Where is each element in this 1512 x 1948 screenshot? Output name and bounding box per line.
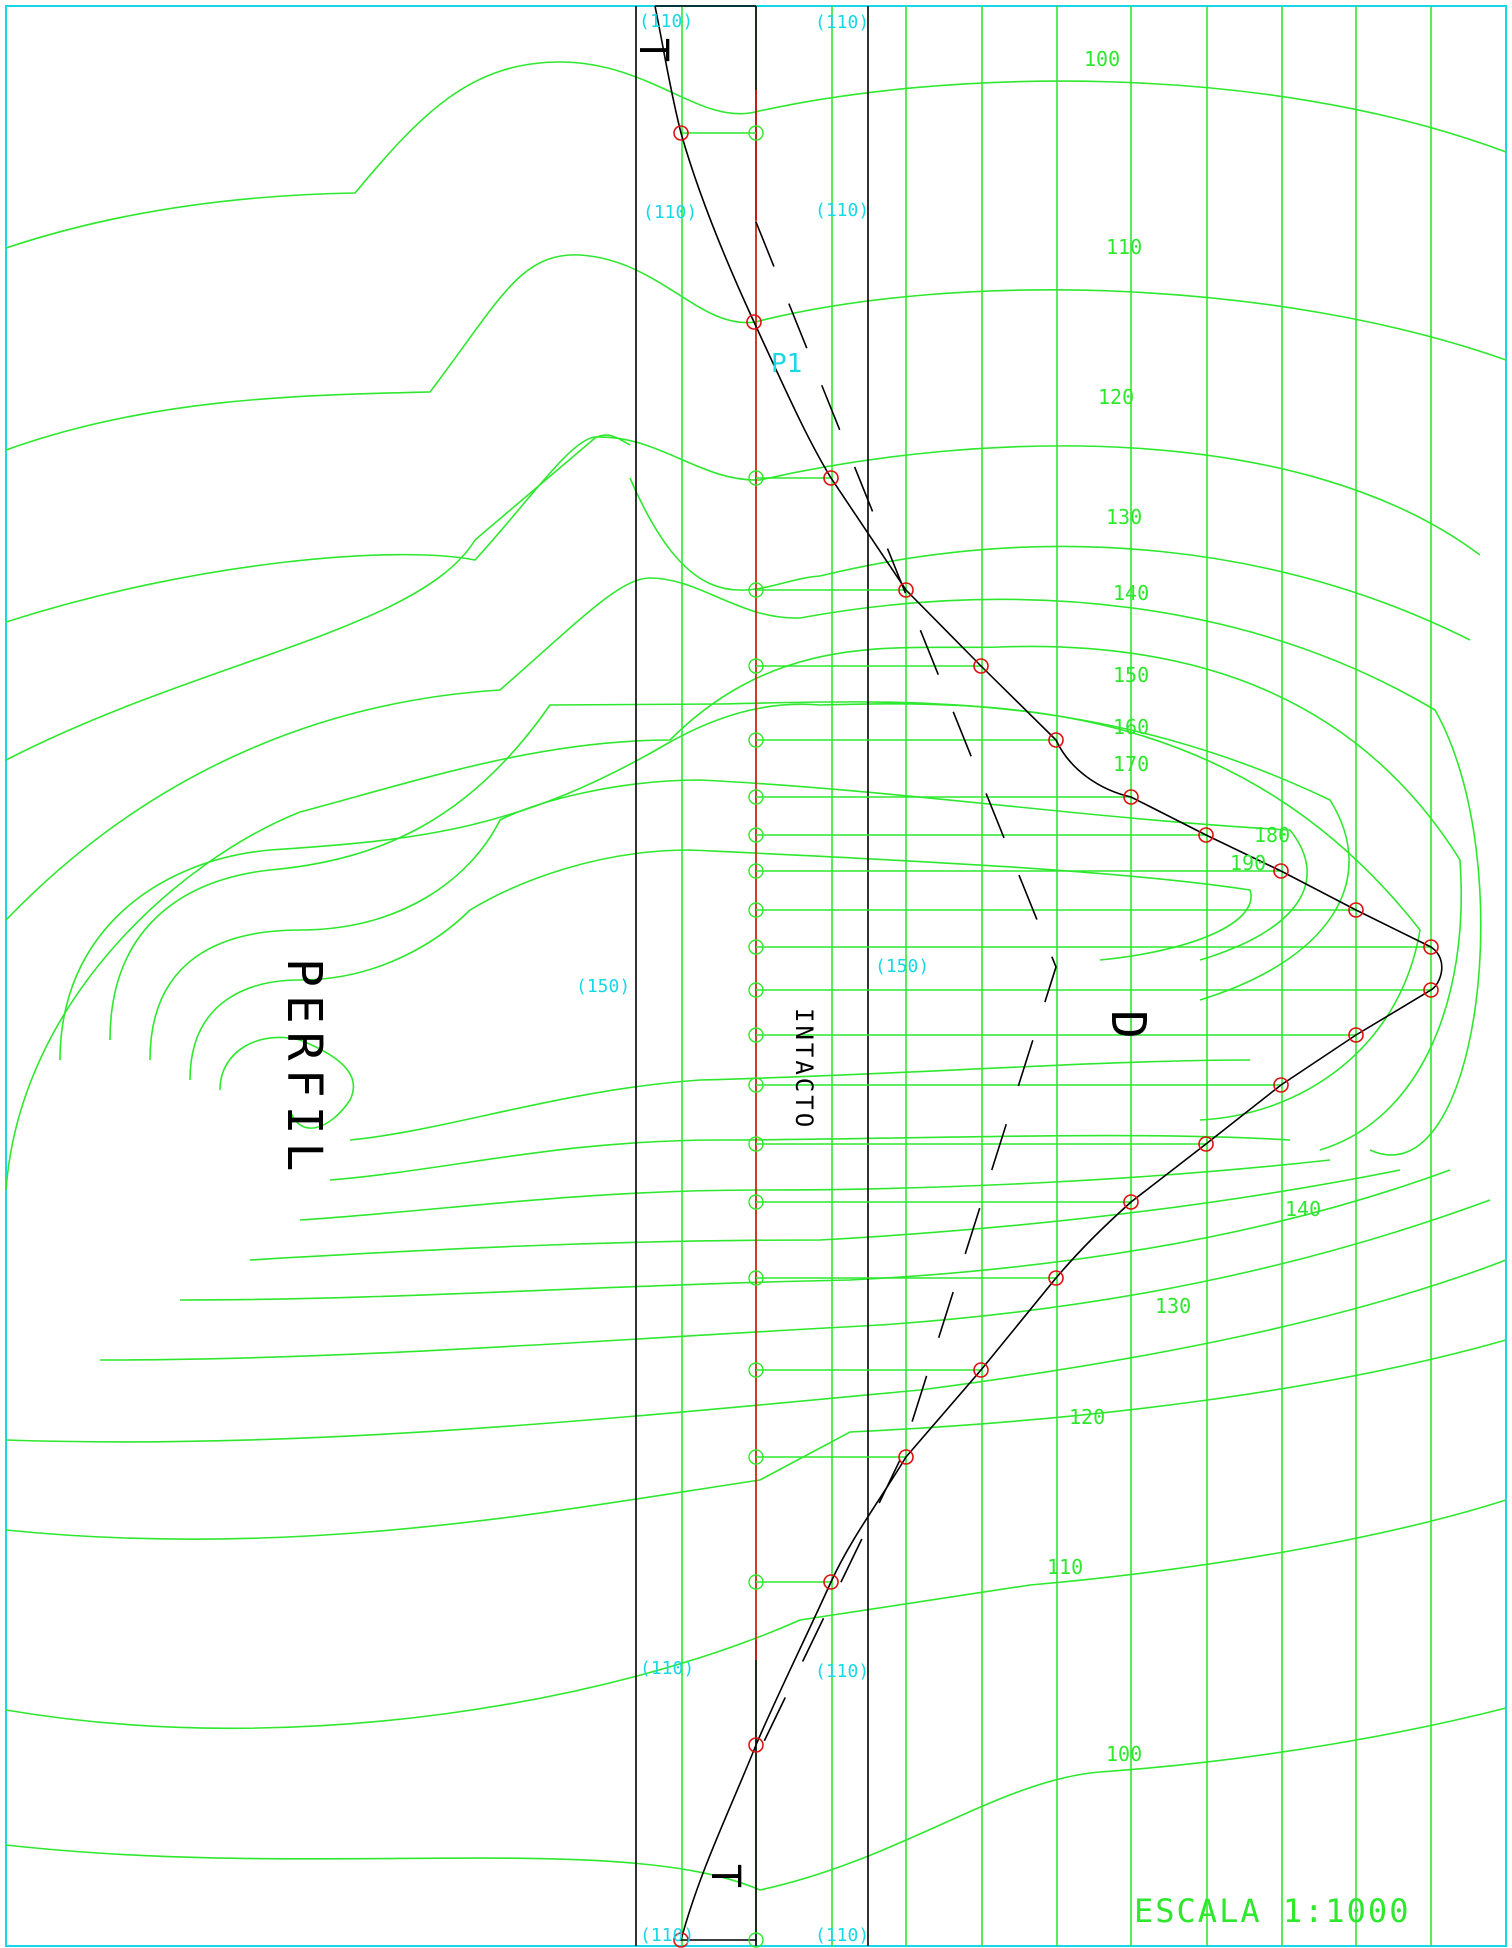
cyan-label-110-e: (110) bbox=[640, 1658, 694, 1679]
contour-label-110-bottom: 110 bbox=[1047, 1555, 1083, 1579]
cyan-label-110-a: (110) bbox=[639, 11, 693, 32]
contour-110-top bbox=[5, 254, 1507, 451]
contour-label-160-top: 160 bbox=[1113, 715, 1149, 739]
survey-points bbox=[673, 125, 1439, 1948]
contour-190 bbox=[189, 849, 1252, 1081]
cyan-label-110-h: (110) bbox=[815, 1925, 869, 1946]
contour-label-170-top: 170 bbox=[1113, 752, 1149, 776]
cyan-label-110-d: (110) bbox=[815, 200, 869, 221]
contour-label-130-bottom: 130 bbox=[1155, 1294, 1191, 1318]
cyan-label-p1: P1 bbox=[771, 349, 802, 379]
contour-160 bbox=[59, 703, 1421, 1121]
contour-130-top bbox=[5, 434, 631, 761]
contour-label-150-top: 150 bbox=[1113, 663, 1149, 687]
d-label: D bbox=[1100, 1010, 1156, 1039]
contour-110-lower bbox=[5, 1499, 1507, 1730]
contour-label-130-top: 130 bbox=[1106, 505, 1142, 529]
contour-190-lower bbox=[349, 1059, 1251, 1141]
contour-180-lower bbox=[329, 1134, 1291, 1181]
contour-lines bbox=[5, 61, 1507, 1891]
contour-label-190: 190 bbox=[1230, 851, 1266, 875]
contour-labels: 100 110 120 130 140 150 160 170 180 190 … bbox=[1047, 47, 1321, 1766]
contour-label-120-top: 120 bbox=[1098, 385, 1134, 409]
contour-label-120-bottom: 120 bbox=[1069, 1405, 1105, 1429]
contour-140-lower bbox=[99, 1199, 1491, 1361]
contour-label-110-top: 110 bbox=[1106, 235, 1142, 259]
contour-120-top bbox=[5, 436, 1481, 623]
contour-130-top-b bbox=[629, 477, 1471, 641]
contour-140 bbox=[5, 577, 1482, 1156]
contour-100-lower bbox=[5, 1707, 1507, 1891]
cyan-label-150-a: (150) bbox=[576, 976, 630, 997]
annotation-labels: (110) (110) (110) (110) P1 (150) (150) (… bbox=[576, 11, 929, 1946]
contour-170 bbox=[109, 701, 1350, 1041]
perfil-label: PERFIL bbox=[276, 958, 332, 1179]
contour-label-140-bottom: 140 bbox=[1285, 1197, 1321, 1221]
drawing-labels: PERFIL INTACTO D T T bbox=[276, 38, 1156, 1888]
station-grid bbox=[681, 6, 1432, 1946]
contour-150-lower bbox=[179, 1169, 1451, 1301]
dashed-reference-line bbox=[755, 221, 1057, 1759]
contour-100-top bbox=[5, 61, 1507, 249]
contour-170-lower bbox=[299, 1159, 1331, 1221]
contour-label-100-top: 100 bbox=[1084, 47, 1120, 71]
profile-strip bbox=[635, 5, 869, 1946]
cyan-label-150-b: (150) bbox=[875, 956, 929, 977]
contour-label-140-top: 140 bbox=[1113, 581, 1149, 605]
cyan-label-110-b: (110) bbox=[815, 12, 869, 33]
contour-120-lower bbox=[5, 1339, 1507, 1541]
t-label-bottom: T bbox=[702, 1864, 748, 1888]
t-label-top: T bbox=[630, 38, 676, 62]
cyan-label-110-g: (110) bbox=[640, 1925, 694, 1946]
contour-150 bbox=[5, 645, 1463, 1191]
profile-curve bbox=[654, 5, 1443, 1941]
contour-180 bbox=[149, 779, 1308, 1061]
intacto-label: INTACTO bbox=[790, 1008, 818, 1130]
contour-130-lower bbox=[5, 1259, 1507, 1443]
cyan-label-110-f: (110) bbox=[815, 1661, 869, 1682]
contour-label-100-bottom: 100 bbox=[1106, 1742, 1142, 1766]
cyan-label-110-c: (110) bbox=[643, 202, 697, 223]
contour-160-lower bbox=[249, 1169, 1401, 1261]
scale-label: ESCALA 1:1000 bbox=[1134, 1892, 1410, 1930]
contour-label-180: 180 bbox=[1254, 823, 1290, 847]
projection-lines bbox=[681, 132, 1431, 1583]
contour-200-tail bbox=[219, 1036, 355, 1129]
